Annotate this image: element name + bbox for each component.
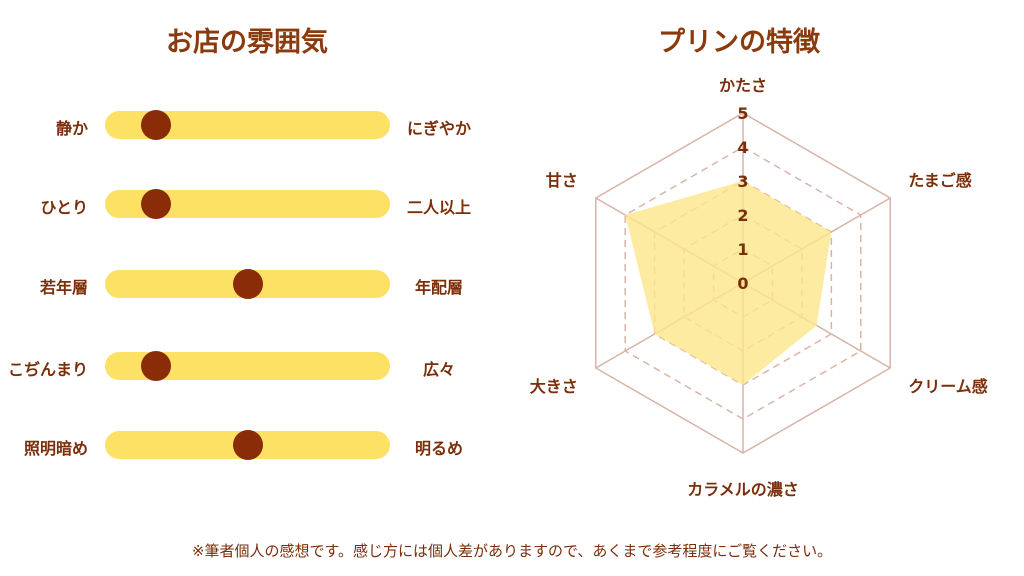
tick-label: 2: [737, 206, 748, 225]
slider-left-label: こぢんまり: [7, 360, 88, 379]
slider-left-label: 照明暗め: [23, 439, 88, 458]
slider-knob: [141, 351, 172, 381]
slider-row-size: こぢんまり 広々: [0, 346, 520, 386]
slider-right-label: 年配層: [414, 278, 463, 297]
axis-label: かたさ: [719, 76, 767, 95]
axis-label: カラメルの濃さ: [687, 480, 799, 499]
atmosphere-title: お店の雰囲気: [166, 27, 328, 58]
slider-knob: [232, 430, 263, 460]
slider-right-label: 広々: [422, 360, 455, 379]
tick-label: 0: [737, 274, 748, 293]
axis-label: クリーム感: [908, 377, 988, 396]
axis-label: たまご感: [908, 171, 972, 190]
slider-right-label: 明るめ: [414, 439, 463, 458]
radar-data-area: [625, 181, 832, 385]
slider-right-label: 二人以上: [406, 198, 471, 217]
footnote: ※筆者個人の感想です。感じ方には個人差がありますので、あくまで参考程度にご覧くだ…: [191, 542, 833, 560]
axis-label: 甘さ: [546, 171, 578, 190]
slider-knob: [141, 110, 172, 140]
pudding-chart-title: プリンの特徴: [658, 27, 820, 58]
slider-left-label: 静か: [55, 119, 88, 138]
slider-row-solo-group: ひとり 二人以上: [0, 184, 520, 224]
slider-left-label: 若年層: [39, 278, 88, 297]
slider-row-lighting: 照明暗め 明るめ: [0, 425, 520, 465]
tick-label: 5: [737, 104, 748, 123]
radar-tick-labels: 0 1 2 3 4 5: [737, 104, 748, 293]
tick-label: 3: [737, 172, 748, 191]
slider-row-quiet-lively: 静か にぎやか: [0, 105, 520, 145]
tick-label: 1: [737, 240, 748, 259]
slider-knob: [141, 189, 172, 219]
tick-label: 4: [737, 138, 748, 157]
slider-row-age: 若年層 年配層: [0, 264, 520, 304]
axis-label: 大きさ: [530, 377, 578, 396]
slider-left-label: ひとり: [40, 198, 88, 217]
slider-knob: [232, 269, 263, 299]
slider-right-label: にぎやか: [406, 119, 471, 138]
